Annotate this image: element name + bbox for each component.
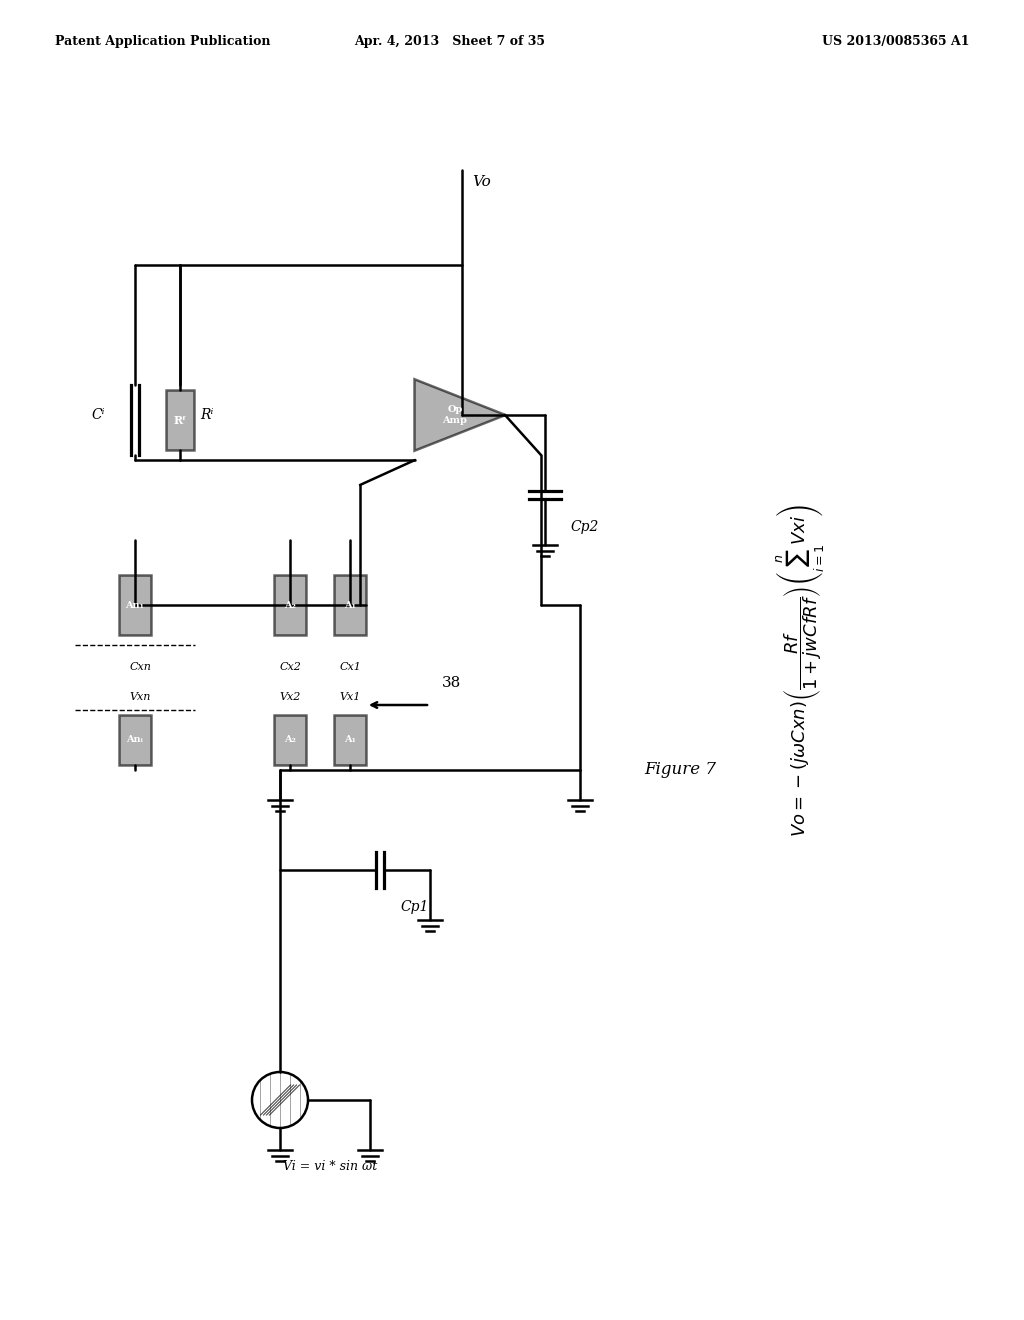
- Text: Vo: Vo: [472, 176, 490, 189]
- Text: Patent Application Publication: Patent Application Publication: [55, 36, 270, 48]
- Text: Cp1: Cp1: [400, 900, 429, 913]
- FancyBboxPatch shape: [119, 715, 151, 766]
- Text: Cxn: Cxn: [129, 663, 151, 672]
- Text: Figure 7: Figure 7: [644, 762, 716, 779]
- Text: Vx1: Vx1: [339, 692, 360, 702]
- FancyBboxPatch shape: [334, 715, 366, 766]
- Polygon shape: [415, 379, 506, 450]
- Text: A₂: A₂: [284, 601, 296, 610]
- Text: Apr. 4, 2013   Sheet 7 of 35: Apr. 4, 2013 Sheet 7 of 35: [354, 36, 546, 48]
- FancyBboxPatch shape: [274, 715, 306, 766]
- Text: A₁: A₁: [344, 601, 356, 610]
- Text: A₁: A₁: [344, 735, 356, 744]
- Text: A₂: A₂: [284, 735, 296, 744]
- Text: Vxn: Vxn: [129, 692, 151, 702]
- Text: Vi = vi * sin ωt: Vi = vi * sin ωt: [283, 1160, 377, 1173]
- Text: An₁: An₁: [126, 601, 144, 610]
- FancyBboxPatch shape: [119, 576, 151, 635]
- Text: Op
Amp: Op Amp: [442, 405, 467, 425]
- Text: Anᵢ: Anᵢ: [127, 735, 143, 744]
- Text: Cx2: Cx2: [280, 663, 301, 672]
- FancyBboxPatch shape: [334, 576, 366, 635]
- Text: Vx2: Vx2: [280, 692, 301, 702]
- FancyBboxPatch shape: [274, 576, 306, 635]
- Text: US 2013/0085365 A1: US 2013/0085365 A1: [822, 36, 970, 48]
- Text: $Vo = -(j\omega Cxn)\left(\dfrac{Rf}{1+jwCfRf}\right)\left(\sum_{i=1}^{n}Vxi\rig: $Vo = -(j\omega Cxn)\left(\dfrac{Rf}{1+j…: [774, 503, 826, 837]
- FancyBboxPatch shape: [166, 389, 194, 450]
- Text: Rᶠ: Rᶠ: [173, 414, 186, 425]
- Text: 38: 38: [442, 676, 461, 690]
- Text: Cx1: Cx1: [339, 663, 360, 672]
- Text: Cp2: Cp2: [570, 520, 598, 535]
- Text: Rⁱ: Rⁱ: [200, 408, 213, 422]
- Text: Cⁱ: Cⁱ: [91, 408, 105, 422]
